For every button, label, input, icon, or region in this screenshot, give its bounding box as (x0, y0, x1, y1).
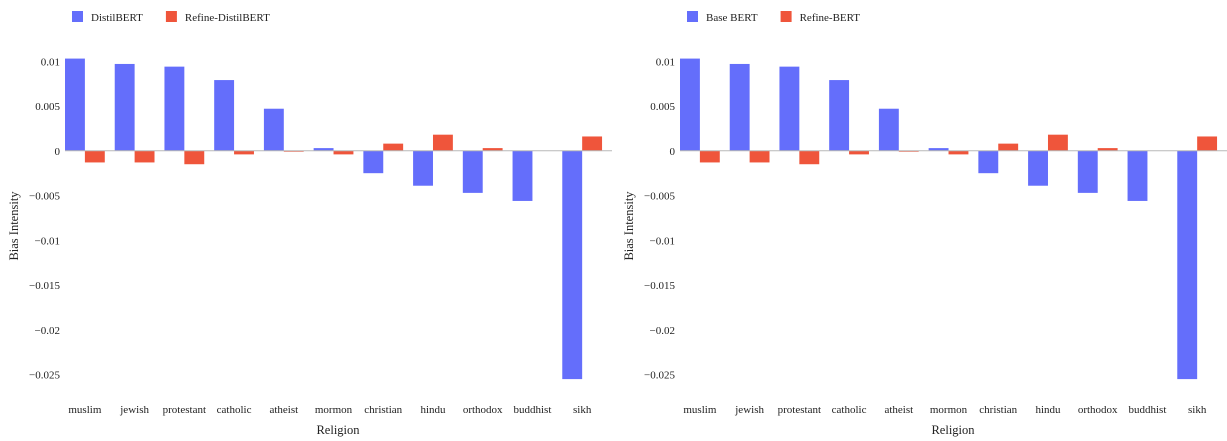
legend-label-base: Base BERT (706, 12, 758, 24)
x-tick-label-mormon: mormon (930, 404, 968, 416)
bar-hindu-refine (1047, 134, 1068, 151)
bar-jewish-refine (134, 150, 155, 163)
x-tick-label-catholic: catholic (217, 404, 252, 416)
x-tick-label-buddhist: buddhist (513, 404, 551, 416)
bar-buddhist-base (512, 150, 533, 201)
bar-sikh-refine (582, 136, 603, 151)
y-tick-label: 0 (670, 146, 676, 158)
y-tick-label: 0.01 (656, 56, 675, 68)
x-tick-label-mormon: mormon (315, 404, 353, 416)
bar-jewish-base (729, 63, 750, 151)
x-tick-label-catholic: catholic (832, 404, 867, 416)
y-tick-label: −0.02 (650, 325, 675, 337)
bar-christian-base (978, 150, 999, 174)
bar-orthodox-base (462, 150, 483, 193)
x-axis-title: Religion (316, 423, 360, 437)
bar-christian-base (363, 150, 384, 174)
legend-swatch-refine (780, 11, 792, 22)
bar-christian-refine (383, 143, 404, 151)
y-tick-label: −0.015 (29, 280, 60, 292)
x-axis-title: Religion (931, 423, 975, 437)
legend-swatch-base (72, 11, 83, 22)
x-tick-label-muslim: muslim (68, 404, 101, 416)
legend: Base BERT Refine-BERT (687, 11, 860, 24)
x-tick-label-orthodox: orthodox (1078, 404, 1118, 416)
bar-orthodox-refine (1097, 148, 1118, 151)
bar-catholic-base (214, 80, 235, 151)
bar-sikh-base (562, 150, 583, 380)
bar-atheist-base (878, 108, 899, 151)
y-tick-label: 0.005 (35, 101, 60, 113)
y-tick-label: −0.025 (644, 370, 675, 382)
bar-orthodox-refine (482, 148, 503, 151)
y-tick-label: 0.01 (41, 56, 60, 68)
y-tick-label: 0 (55, 146, 61, 158)
bar-catholic-refine (849, 150, 869, 155)
bar-muslim-base (680, 58, 700, 151)
x-tick-label-atheist: atheist (884, 404, 913, 416)
x-tick-label-orthodox: orthodox (463, 404, 503, 416)
x-tick-label-protestant: protestant (163, 404, 206, 416)
x-tick-label-buddhist: buddhist (1128, 404, 1166, 416)
y-axis-title: Bias Intensity (622, 191, 636, 261)
bar-orthodox-base (1077, 150, 1098, 193)
x-tick-label-hindu: hindu (1035, 404, 1061, 416)
y-tick-label: −0.005 (644, 191, 675, 203)
bar-mormon-refine (333, 150, 354, 155)
bar-sikh-refine (1197, 136, 1218, 151)
bar-muslim-refine (84, 150, 105, 163)
chart-panel-1: 0.01 0.005 0 −0.005 −0.01 −0.015 −0.02 −0.025 mu… (7, 11, 612, 437)
y-tick-label: −0.01 (650, 235, 675, 247)
legend-label-base: DistilBERT (91, 12, 143, 24)
bar-hindu-base (413, 150, 433, 186)
bar-catholic-refine (234, 150, 254, 155)
y-tick-label: −0.015 (644, 280, 675, 292)
x-tick-label-jewish: jewish (119, 404, 149, 416)
bar-buddhist-base (1127, 150, 1148, 201)
y-tick-label: −0.025 (29, 370, 60, 382)
y-tick-label: 0.005 (650, 101, 675, 113)
legend-label-refine: Refine-DistilBERT (185, 12, 270, 24)
bar-hindu-refine (432, 134, 453, 151)
x-tick-label-atheist: atheist (269, 404, 298, 416)
bar-jewish-refine (749, 150, 770, 163)
legend-swatch-refine (165, 11, 177, 22)
x-tick-label-sikh: sikh (573, 404, 592, 416)
x-tick-label-protestant: protestant (778, 404, 821, 416)
bar-muslim-base (65, 58, 85, 151)
x-tick-label-muslim: muslim (683, 404, 716, 416)
bar-sikh-base (1177, 150, 1198, 380)
legend-swatch-base (687, 11, 698, 22)
bar-atheist-base (263, 108, 284, 151)
bar-muslim-refine (699, 150, 720, 163)
x-tick-label-jewish: jewish (734, 404, 764, 416)
legend-label-refine: Refine-BERT (800, 12, 861, 24)
y-tick-label: −0.005 (29, 191, 60, 203)
chart-panel-2: 0.01 0.005 0 −0.005 −0.01 −0.015 −0.02 −0.025 mu… (622, 11, 1227, 437)
legend: DistilBERT Refine-DistilBERT (72, 11, 270, 24)
bar-jewish-base (114, 63, 135, 151)
bar-mormon-refine (948, 150, 969, 155)
bar-mormon-base (928, 148, 949, 151)
bar-catholic-base (829, 80, 850, 151)
y-axis-title: Bias Intensity (7, 191, 21, 261)
x-tick-label-sikh: sikh (1188, 404, 1207, 416)
y-tick-label: −0.01 (35, 235, 60, 247)
bar-mormon-base (313, 148, 334, 151)
x-tick-label-hindu: hindu (420, 404, 446, 416)
bar-christian-refine (998, 143, 1019, 151)
x-tick-label-christian: christian (364, 404, 402, 416)
bar-protestant-refine (799, 150, 820, 165)
y-tick-label: −0.02 (35, 325, 60, 337)
bar-hindu-base (1028, 150, 1048, 186)
bar-protestant-base (164, 66, 185, 151)
bar-protestant-base (779, 66, 800, 151)
bar-protestant-refine (184, 150, 205, 165)
x-tick-label-christian: christian (979, 404, 1017, 416)
